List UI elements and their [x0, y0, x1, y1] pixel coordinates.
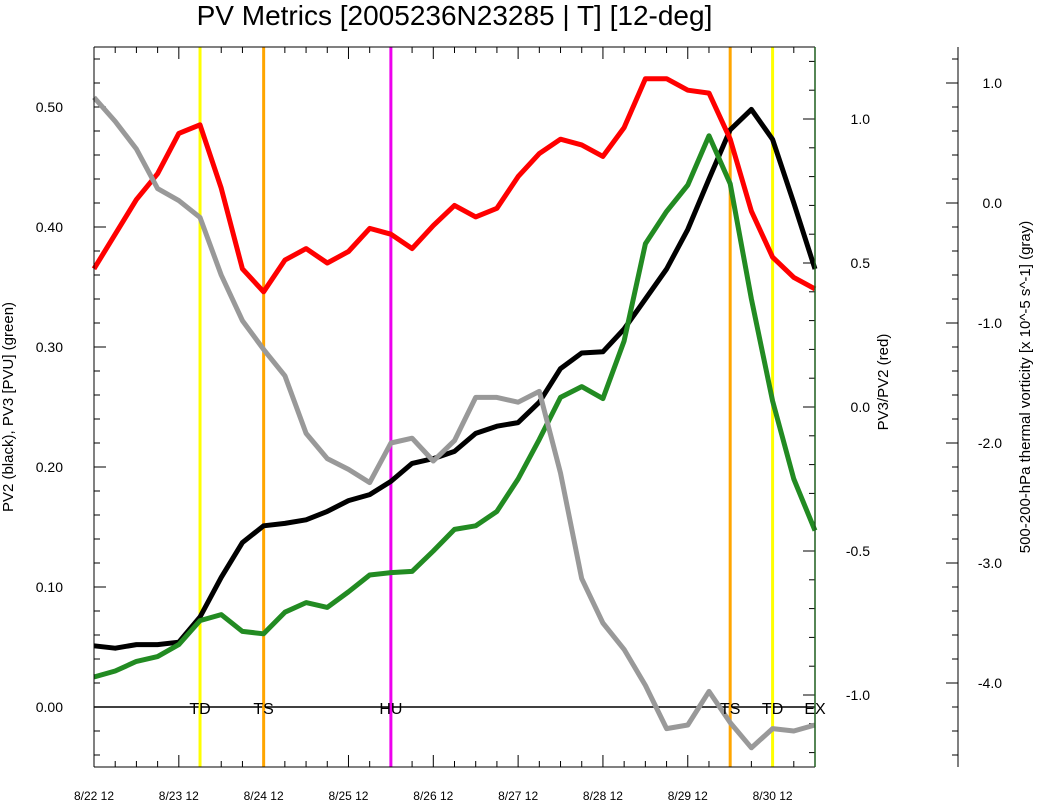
stage-label: TS	[253, 701, 273, 718]
far-right-tick-label: -2.0	[978, 435, 1002, 451]
x-tick-label: 8/24 12	[244, 789, 284, 803]
left-tick-label: 0.10	[36, 579, 63, 595]
far-right-tick-label: 0.0	[983, 195, 1003, 211]
x-tick-label: 8/23 12	[159, 789, 199, 803]
storm-stage-lines	[94, 47, 815, 767]
far-right-tick-label: 1.0	[983, 75, 1003, 91]
right-tick-label: 0.0	[851, 399, 871, 415]
left-axis-label: PV2 (black), PV3 [PVU] (green)	[0, 302, 17, 512]
right-tick-label: -1.0	[846, 687, 870, 703]
far-right-tick-label: -4.0	[978, 675, 1002, 691]
series-line-pv3-pv2	[91, 76, 817, 295]
x-tick-label: 8/29 12	[668, 789, 708, 803]
chart-title: PV Metrics [2005236N23285 | T] [12-deg]	[197, 0, 713, 31]
left-tick-label: 0.00	[36, 699, 63, 715]
left-tick-label: 0.50	[36, 99, 63, 115]
x-tick-label: 8/27 12	[498, 789, 538, 803]
far-right-tick-label: -3.0	[978, 555, 1002, 571]
far-right-tick-label: -1.0	[978, 315, 1002, 331]
series-line-500-200-hpa-thermal-vorticity	[92, 95, 816, 751]
x-tick-label: 8/28 12	[583, 789, 623, 803]
x-tick-label: 8/30 12	[753, 789, 793, 803]
right-tick-label: 0.5	[851, 255, 871, 271]
x-tick-label: 8/25 12	[328, 789, 368, 803]
plot-frame	[93, 46, 816, 768]
right-tick-label: 1.0	[851, 111, 871, 127]
left-tick-label: 0.20	[36, 459, 63, 475]
stage-label: TS	[720, 701, 740, 718]
x-tick-label: 8/22 12	[74, 789, 114, 803]
left-tick-label: 0.30	[36, 339, 63, 355]
stage-label: TD	[762, 701, 783, 718]
right-axis-label: PV3/PV2 (red)	[875, 334, 892, 431]
far-right-axis-label: 500-200-hPa thermal vorticity [x 10^-5 s…	[1017, 221, 1034, 554]
series-line-pv2	[93, 106, 818, 651]
right-tick-label: -0.5	[846, 543, 870, 559]
axis-ticks: 8/22 12 8/23 12 8/24 12 8/25 12 8/26 12 8/27 …	[36, 47, 1002, 803]
left-tick-label: 0.40	[36, 219, 63, 235]
data-series: TD TS HU TS TD EX	[91, 76, 826, 751]
stage-label: TD	[189, 701, 210, 718]
stage-label: HU	[379, 701, 402, 718]
series-line-pv3	[93, 133, 818, 680]
x-tick-label: 8/26 12	[413, 789, 453, 803]
